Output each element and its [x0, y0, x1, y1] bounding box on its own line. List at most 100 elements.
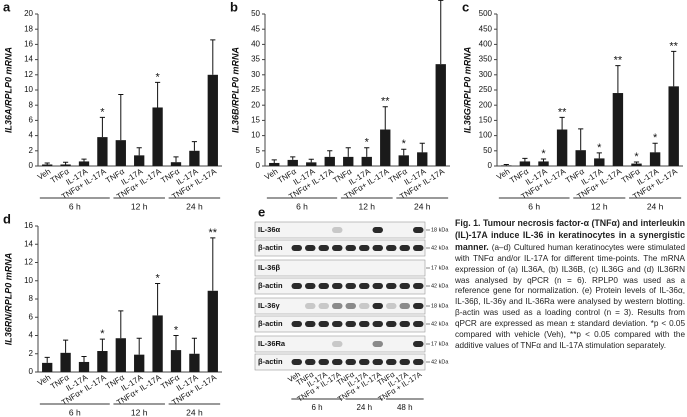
bar [435, 64, 446, 166]
y-tick-label: 6 [29, 116, 34, 125]
blot-strip [254, 259, 426, 277]
y-tick-label: 14 [24, 55, 33, 64]
y-tick-label: 15 [251, 116, 260, 125]
bar [380, 129, 391, 166]
y-tick-label: 100 [479, 131, 493, 140]
significance: ** [614, 55, 623, 67]
size-label: 17 kDa [431, 265, 449, 271]
y-tick-label: 2 [29, 349, 34, 358]
caption: Fig. 1. Tumour necrosis factor-α (TNFα) … [455, 218, 685, 352]
group-label: 6 h [528, 201, 540, 211]
size-label: 42 kDa [431, 359, 449, 365]
y-tick-label: 8 [29, 100, 34, 109]
blot-band [399, 321, 410, 327]
blot-band [305, 321, 316, 327]
bar [361, 156, 372, 166]
y-tick-label: 20 [24, 9, 33, 18]
bar [97, 351, 108, 372]
y-tick-label: 12 [24, 258, 33, 267]
size-label: 18 kDa [431, 227, 449, 233]
significance: * [402, 138, 407, 150]
error-bar [401, 148, 407, 156]
blot-band [332, 303, 343, 309]
bar [631, 163, 642, 166]
blot-band [372, 359, 383, 365]
group-label: 12 h [591, 201, 608, 211]
error-bar [81, 355, 87, 362]
bar [78, 161, 90, 166]
error-bar [271, 159, 277, 163]
group-label: 6 h [69, 201, 81, 211]
bar [287, 159, 298, 166]
blot-row-label: β-actin [258, 281, 283, 290]
error-bar [118, 310, 124, 339]
y-tick-label: 500 [479, 9, 493, 18]
panel-letter: c [462, 0, 469, 14]
y-tick-label: 18 [24, 24, 33, 33]
size-label: 18 kDa [431, 303, 449, 309]
significance: * [634, 151, 639, 163]
bar [417, 152, 428, 166]
y-tick-label: 16 [24, 40, 33, 49]
bar [612, 93, 624, 166]
blot-band [413, 303, 424, 309]
error-bar [652, 142, 658, 153]
significance: * [597, 142, 602, 154]
blot-band [372, 245, 383, 251]
bar [269, 162, 280, 166]
bar [115, 140, 126, 166]
blot-band [359, 283, 370, 289]
error-bar [44, 162, 50, 165]
blot-band [291, 321, 302, 327]
blot-row-label: β-actin [258, 357, 283, 366]
error-bar [173, 156, 179, 163]
blot-band [359, 359, 370, 365]
blot-band [399, 303, 410, 309]
significance: * [100, 106, 105, 118]
significance: * [100, 328, 105, 340]
blot-band [399, 283, 410, 289]
error-bar [327, 150, 333, 157]
y-tick-label: 450 [479, 24, 493, 33]
blot-row-label: IL-36β [258, 263, 281, 272]
bar [519, 161, 531, 166]
blot-band [345, 359, 356, 365]
error-bar [81, 158, 87, 162]
blot-band [345, 245, 356, 251]
group-label: 12 h [131, 407, 148, 417]
y-axis-label: IL36RN/RPLP0 mRNA [3, 253, 13, 346]
blot-band [291, 283, 302, 289]
error-bar [44, 356, 50, 363]
group-label: 6 h [69, 407, 81, 417]
blot-band [332, 359, 343, 365]
blot-band [345, 283, 356, 289]
group-label: 12 h [358, 201, 375, 211]
error-bar [155, 282, 161, 316]
error-bar [345, 147, 351, 157]
bar [152, 315, 163, 372]
blot-band [332, 227, 343, 233]
bar [189, 353, 200, 372]
y-tick-label: 0 [29, 367, 34, 376]
significance: * [155, 272, 160, 284]
y-tick-label: 25 [251, 85, 260, 94]
y-tick-label: 50 [483, 146, 492, 155]
blot-band [291, 359, 302, 365]
group-label: 24 h [186, 407, 203, 417]
significance: ** [381, 96, 390, 108]
blot-band [318, 359, 329, 365]
error-bar [99, 116, 105, 138]
y-tick-label: 400 [479, 40, 493, 49]
blot-band [359, 321, 370, 327]
bar [649, 152, 661, 166]
blot-band [318, 321, 329, 327]
blot-band [386, 245, 397, 251]
blot-row-label: IL-36Ra [258, 339, 286, 348]
bar [189, 150, 200, 166]
bar [97, 137, 108, 166]
significance: ** [209, 227, 218, 239]
group-label: 6 h [296, 201, 308, 211]
blot-row-label: IL-36α [258, 225, 281, 234]
